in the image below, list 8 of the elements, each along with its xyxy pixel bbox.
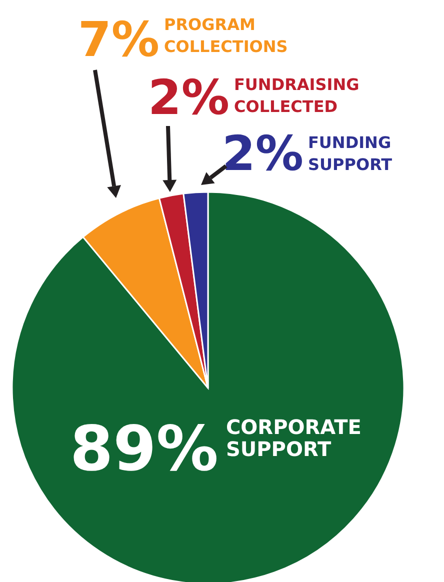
data-label: 89% (70, 412, 218, 485)
data-label: 7% (78, 12, 160, 68)
slice-label: FUNDING SUPPORT (308, 133, 392, 174)
data-label: 2% (222, 126, 304, 182)
slice-label: PROGRAM COLLECTIONS (164, 15, 288, 56)
slice-label: FUNDRAISING COLLECTED (234, 75, 360, 116)
slice-label: CORPORATE SUPPORT (226, 415, 362, 461)
data-label: 2% (148, 70, 230, 126)
